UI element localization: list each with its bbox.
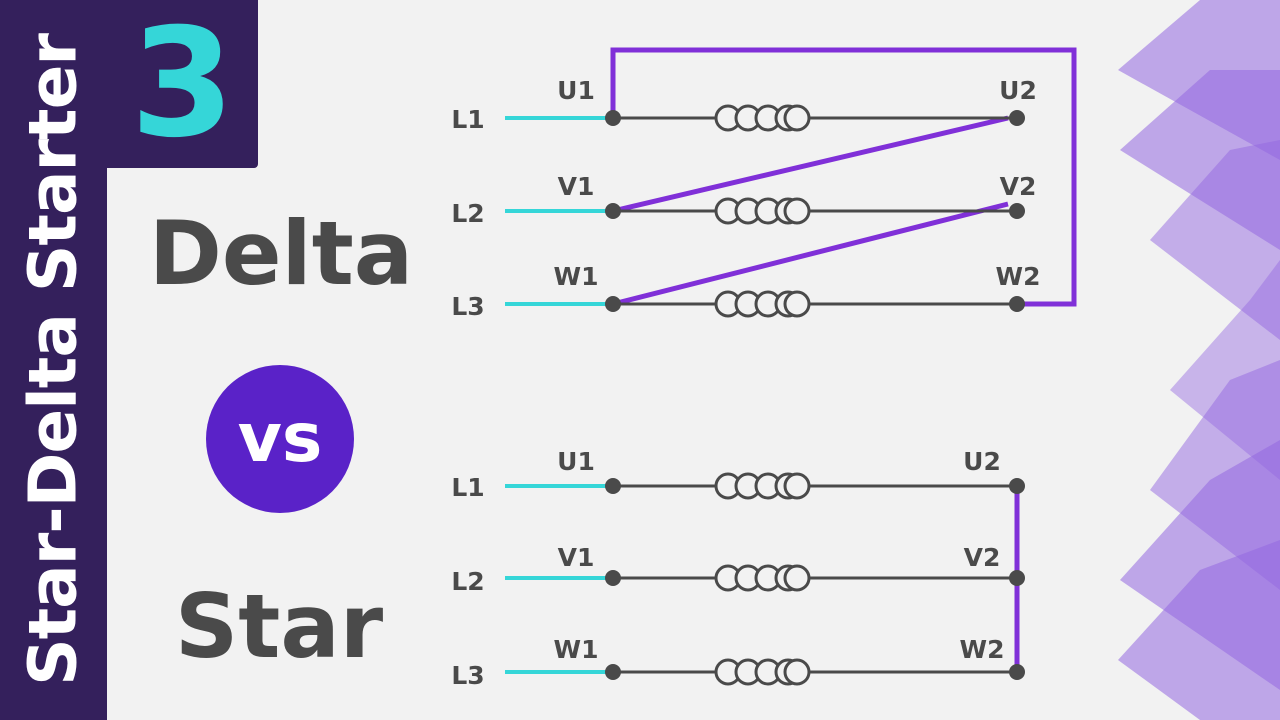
delta-link-v1-u2 (612, 115, 1009, 214)
terminal-dot (605, 203, 621, 219)
terminal-dot (605, 664, 621, 680)
coil-icon (714, 290, 811, 318)
terminal-dot (1009, 296, 1025, 312)
vs-label: vs (237, 399, 323, 478)
star-row-3: L3 W1 W2 (451, 635, 1025, 690)
terminal-dot (605, 570, 621, 586)
delta-link-w1-v2 (612, 201, 1009, 307)
end-terminal-label: W2 (996, 262, 1041, 291)
chevron-shape (1118, 540, 1280, 720)
line-label: L1 (451, 473, 484, 502)
delta-link-u1-w2 (610, 47, 1077, 307)
delta-title: Delta (148, 202, 414, 305)
delta-row-1: L1 U1 U2 (451, 76, 1037, 134)
start-terminal-label: U1 (557, 76, 595, 105)
line-label: L2 (451, 199, 484, 228)
end-terminal-label: U2 (999, 76, 1037, 105)
line-label: L2 (451, 567, 484, 596)
star-title: Star (174, 575, 384, 678)
coil-icon (714, 658, 811, 686)
start-terminal-label: V1 (558, 543, 595, 572)
start-terminal-label: V1 (558, 172, 595, 201)
line-label: L1 (451, 105, 484, 134)
line-label: L3 (451, 292, 484, 321)
terminal-dot (1009, 570, 1025, 586)
end-terminal-label: U2 (963, 447, 1001, 476)
line-label: L3 (451, 661, 484, 690)
start-terminal-label: W1 (554, 262, 599, 291)
episode-badge: 3 (107, 0, 258, 168)
star-row-1: L1 U1 U2 (451, 447, 1025, 502)
sidebar: Star-Delta Starter (0, 0, 107, 720)
terminal-dot (1009, 203, 1025, 219)
start-terminal-label: U1 (557, 447, 595, 476)
vs-circle: vs (206, 365, 354, 513)
coil-icon (714, 197, 811, 225)
terminal-dot (1009, 664, 1025, 680)
terminal-dot (1009, 110, 1025, 126)
end-terminal-label: W2 (960, 635, 1005, 664)
delta-row-3: L3 W1 W2 (451, 262, 1040, 321)
coil-icon (714, 564, 811, 592)
end-terminal-label: V2 (964, 543, 1001, 572)
delta-row-2: L2 V1 V2 (451, 172, 1036, 228)
terminal-dot (605, 110, 621, 126)
chevron-shape (1150, 140, 1280, 340)
start-terminal-label: W1 (554, 635, 599, 664)
terminal-dot (605, 478, 621, 494)
end-terminal-label: V2 (1000, 172, 1037, 201)
episode-number: 3 (130, 0, 235, 171)
terminal-dot (1009, 478, 1025, 494)
star-row-2: L2 V1 V2 (451, 543, 1025, 596)
coil-icon (714, 472, 811, 500)
terminal-dot (605, 296, 621, 312)
coil-icon (714, 104, 811, 132)
